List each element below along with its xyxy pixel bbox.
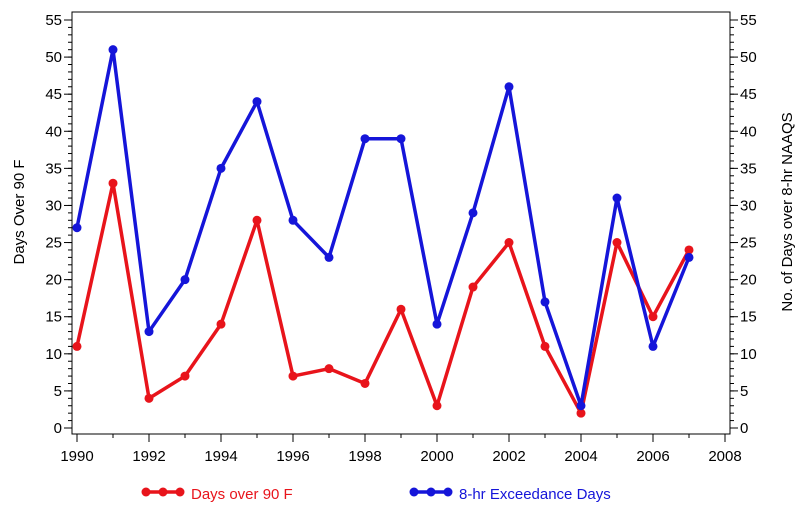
x-tick-label: 1994 xyxy=(204,448,237,465)
left-y-tick-label: 20 xyxy=(45,272,62,289)
right-y-tick-label: 5 xyxy=(740,383,748,400)
data-point xyxy=(432,401,442,411)
series-layer xyxy=(72,45,694,418)
left-y-tick-label: 15 xyxy=(45,309,62,326)
data-point xyxy=(180,275,190,285)
data-point xyxy=(72,341,82,351)
right-y-axis-title: No. of Days over 8-hr NAAQS xyxy=(779,112,796,311)
data-point xyxy=(288,215,298,225)
data-point xyxy=(324,364,334,374)
legend-label-days-over-90f: Days over 90 F xyxy=(191,486,293,503)
right-y-tick-labels: 0 5 10 15 20 25 30 35 40 45 50 55 xyxy=(740,12,757,437)
right-y-tick-label: 50 xyxy=(740,49,757,66)
left-y-tick-label: 45 xyxy=(45,86,62,103)
left-y-tick-label: 35 xyxy=(45,160,62,177)
left-y-tick-labels: 0 5 10 15 20 25 30 35 40 45 50 55 xyxy=(45,12,62,437)
series-1 xyxy=(72,45,694,411)
right-y-tick-label: 40 xyxy=(740,123,757,140)
data-point xyxy=(612,193,622,203)
data-point xyxy=(252,215,262,225)
left-y-tick-label: 0 xyxy=(54,420,62,437)
data-point xyxy=(540,341,550,351)
data-point xyxy=(180,371,190,381)
data-point xyxy=(360,378,370,388)
data-point xyxy=(468,282,478,292)
x-tick-label: 2002 xyxy=(492,448,525,465)
left-y-tick-label: 30 xyxy=(45,197,62,214)
x-tick-labels: 1990 1992 1994 1996 1998 2000 2002 2004 2006 2008 xyxy=(60,448,741,465)
x-tick-label: 1992 xyxy=(132,448,165,465)
x-tick-label: 2008 xyxy=(708,448,741,465)
legend-label-8hr-exceedance-days: 8-hr Exceedance Days xyxy=(459,486,611,503)
x-tick-label: 2004 xyxy=(564,448,597,465)
data-point xyxy=(684,252,694,262)
left-y-tick-label: 55 xyxy=(45,12,62,29)
data-point xyxy=(576,401,586,411)
left-y-tick-label: 50 xyxy=(45,49,62,66)
major-ticks xyxy=(64,19,738,442)
minor-ticks xyxy=(68,19,734,438)
series-0 xyxy=(72,178,694,418)
right-y-tick-label: 20 xyxy=(740,272,757,289)
right-y-tick-label: 35 xyxy=(740,160,757,177)
left-y-tick-label: 40 xyxy=(45,123,62,140)
legend-swatch-days-over-90f xyxy=(141,487,185,497)
data-point xyxy=(432,319,442,329)
data-point xyxy=(108,45,118,55)
data-point xyxy=(324,252,334,262)
x-tick-label: 2000 xyxy=(420,448,453,465)
data-point xyxy=(360,134,370,144)
data-point xyxy=(108,178,118,188)
data-point xyxy=(216,163,226,173)
data-point xyxy=(396,304,406,314)
data-point xyxy=(72,223,82,233)
x-tick-label: 1990 xyxy=(60,448,93,465)
legend-swatch-marker xyxy=(409,487,419,497)
legend-swatch-marker xyxy=(141,487,151,497)
legend-swatch-marker xyxy=(175,487,185,497)
left-y-tick-label: 10 xyxy=(45,346,62,363)
right-y-tick-label: 0 xyxy=(740,420,748,437)
data-point xyxy=(576,408,586,418)
data-point xyxy=(288,371,298,381)
x-tick-label: 2006 xyxy=(636,448,669,465)
left-y-tick-label: 25 xyxy=(45,235,62,252)
legend-swatch-marker xyxy=(158,487,168,497)
data-point xyxy=(144,327,154,337)
data-point xyxy=(648,312,658,322)
right-y-tick-label: 30 xyxy=(740,197,757,214)
x-tick-label: 1998 xyxy=(348,448,381,465)
x-tick-label: 1996 xyxy=(276,448,309,465)
series-line xyxy=(75,181,691,415)
data-point xyxy=(612,238,622,248)
right-y-tick-label: 10 xyxy=(740,346,757,363)
data-point xyxy=(648,341,658,351)
legend-swatch-8hr-exceedance-days xyxy=(409,487,453,497)
legend: Days over 90 F 8-hr Exceedance Days xyxy=(141,486,611,503)
series-line xyxy=(75,47,691,408)
right-y-tick-label: 15 xyxy=(740,309,757,326)
data-point xyxy=(540,297,550,307)
legend-swatch-marker xyxy=(426,487,436,497)
data-point xyxy=(504,238,514,248)
data-point xyxy=(216,319,226,329)
left-y-axis-title: Days Over 90 F xyxy=(11,159,28,264)
data-point xyxy=(144,393,154,403)
right-y-tick-label: 55 xyxy=(740,12,757,29)
left-y-tick-label: 5 xyxy=(54,383,62,400)
data-point xyxy=(684,245,694,255)
plot-frame xyxy=(71,11,731,435)
right-y-tick-label: 45 xyxy=(740,86,757,103)
data-point xyxy=(252,97,262,107)
data-point xyxy=(504,82,514,92)
data-point xyxy=(468,208,478,218)
data-point xyxy=(396,134,406,144)
right-y-tick-label: 25 xyxy=(740,235,757,252)
legend-swatch-marker xyxy=(443,487,453,497)
